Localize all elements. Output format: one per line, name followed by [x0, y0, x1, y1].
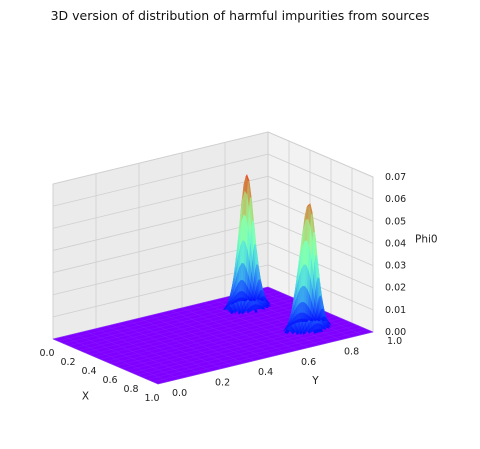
surface-mesh — [147, 327, 363, 380]
axes: 0.00.20.40.60.81.0 0.00.20.40.60.81.00.00… — [39, 172, 437, 404]
surface — [52, 174, 374, 385]
x-tick-label: 0.2 — [60, 357, 75, 368]
x-tick-label: 1.0 — [144, 393, 159, 404]
surface-patch — [264, 299, 269, 303]
surface-mesh — [203, 302, 309, 348]
gridline-z-side — [52, 220, 269, 273]
y-tick-label: 0.6 — [301, 357, 316, 368]
gridline-z — [267, 153, 374, 200]
z-axis-label: Phi0 — [415, 233, 438, 245]
gridline-z-side — [52, 264, 269, 318]
chart-title: 3D version of distribution of harmful im… — [50, 8, 430, 23]
z-tick-label: 0.06 — [385, 194, 406, 205]
z-tick-label: 0.00 — [385, 327, 406, 338]
surface-mesh — [157, 331, 374, 385]
surface-patch — [259, 298, 264, 302]
z-tick-label: 0.01 — [385, 305, 406, 316]
surface-patch — [320, 317, 325, 322]
y-tick-label: 0.4 — [258, 367, 273, 378]
gridline-z — [267, 198, 374, 244]
x-tick-label: 0.6 — [102, 375, 117, 386]
y-tick-label: 0.0 — [172, 388, 187, 399]
z-tick-label: 0.02 — [385, 283, 406, 294]
surface-mesh — [181, 307, 288, 353]
y-axis-label: Y — [311, 375, 319, 387]
gridline-z-side — [52, 131, 269, 185]
gridline-z-side — [52, 242, 269, 296]
x-tick-label: 0.4 — [81, 366, 96, 377]
x-axis-label: X — [82, 391, 89, 403]
gridline-z-side — [52, 175, 269, 229]
x-tick-label: 0.0 — [39, 348, 54, 359]
surface-patch — [316, 317, 321, 322]
surface-mesh — [171, 310, 277, 356]
surface-mesh — [160, 312, 266, 359]
gridline-z — [267, 131, 374, 178]
gridline-z — [267, 175, 374, 222]
gridline-z-side — [52, 198, 269, 251]
gridline-z-side — [52, 153, 269, 207]
surface-patch — [252, 298, 256, 302]
y-tick-label: 0.2 — [215, 378, 230, 389]
surface-mesh — [192, 305, 298, 351]
surface-mesh — [142, 325, 358, 378]
y-tick-label: 1.0 — [387, 336, 402, 347]
surface-mesh — [152, 329, 368, 382]
y-tick-label: 0.8 — [344, 346, 359, 357]
gridline-z — [267, 242, 374, 289]
gridline-z — [267, 220, 374, 266]
x-tick-label: 0.8 — [123, 384, 138, 395]
z-tick-label: 0.04 — [385, 238, 406, 249]
z-tick-label: 0.03 — [385, 261, 406, 272]
z-tick-label: 0.05 — [385, 216, 406, 227]
z-tick-label: 0.07 — [385, 172, 406, 183]
